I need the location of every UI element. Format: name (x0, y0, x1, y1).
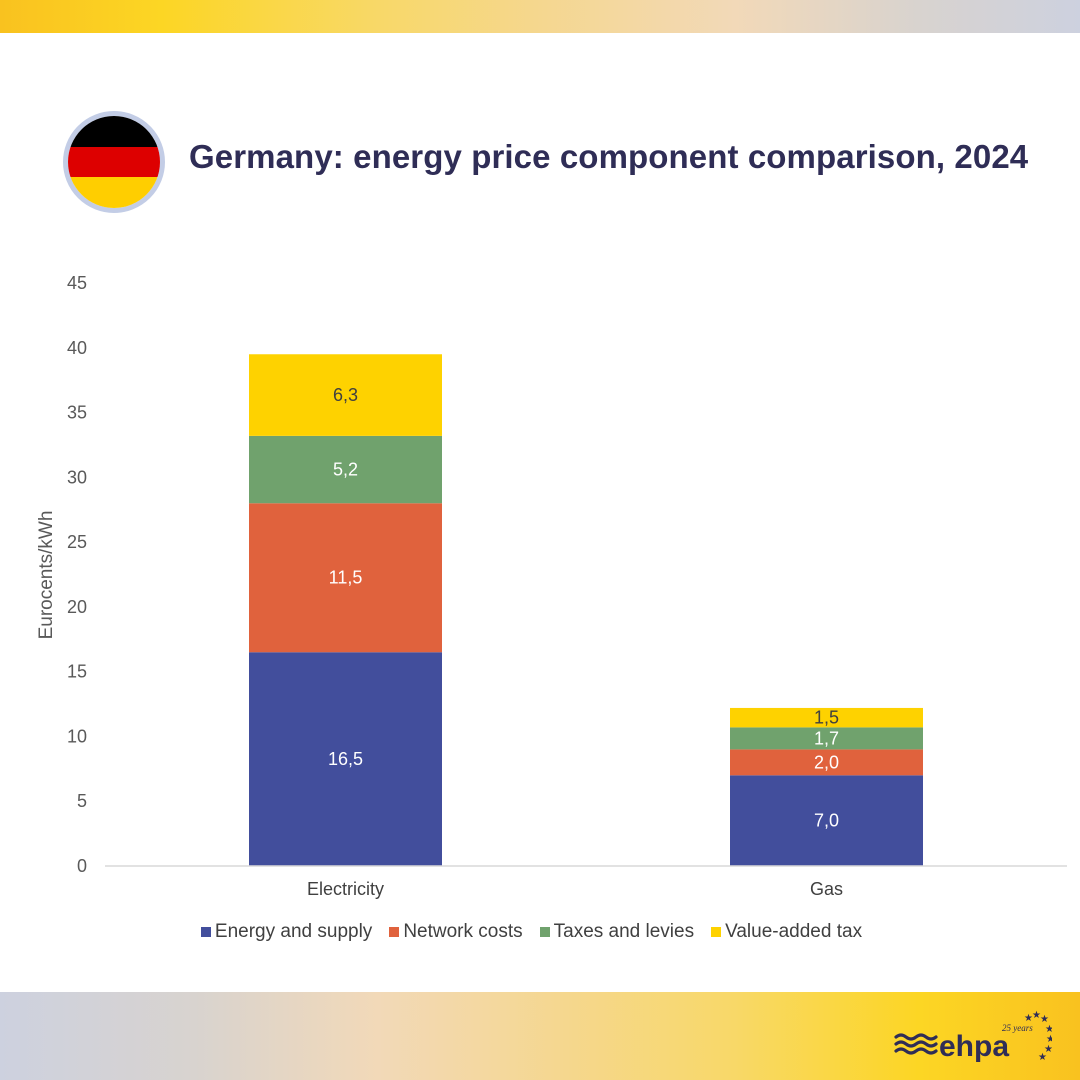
bar-data-label: 1,5 (814, 708, 839, 728)
svg-text:★: ★ (1045, 1024, 1052, 1035)
legend-item: Value-added tax (711, 921, 862, 943)
y-tick-label: 30 (67, 467, 87, 487)
x-category-label: Gas (810, 879, 843, 899)
svg-text:★: ★ (1038, 1052, 1047, 1063)
legend-swatch (711, 927, 722, 937)
bar-segment-taxes-and-levies-gas (730, 727, 923, 750)
y-tick-label: 35 (67, 403, 87, 423)
bar-segment-taxes-and-levies-electricity (249, 435, 442, 504)
svg-text:★: ★ (1032, 1010, 1041, 1021)
y-tick-label: 5 (77, 791, 87, 811)
bar-segment-energy-and-supply-electricity (249, 652, 442, 866)
y-tick-label: 15 (67, 662, 87, 682)
stars-icon: ★ ★ ★ ★★★★ (1024, 1010, 1052, 1063)
y-tick-label: 45 (67, 273, 87, 293)
y-tick-label: 20 (67, 597, 87, 617)
bar-segment-value-added-tax-electricity (249, 354, 442, 436)
bar-data-label: 11,5 (329, 568, 363, 588)
y-tick-label: 25 (67, 532, 87, 552)
top-decorative-band (0, 0, 1080, 33)
y-tick-label: 10 (67, 726, 87, 746)
y-tick-label: 0 (77, 856, 87, 876)
svg-text:★: ★ (1044, 1044, 1052, 1055)
legend-swatch (539, 927, 550, 937)
legend-swatch (389, 927, 400, 937)
logo-badge: 25 years (1002, 1023, 1033, 1033)
bar-segment-energy-and-supply-gas (730, 775, 923, 866)
bar-data-label: 1,7 (814, 728, 839, 748)
y-tick-label: 40 (67, 338, 87, 358)
legend-swatch (200, 927, 211, 937)
bar-data-label: 7,0 (814, 811, 839, 831)
bar-segment-network-costs-gas (730, 749, 923, 776)
bar-segment-value-added-tax-gas (730, 707, 923, 728)
bar-data-label: 2,0 (814, 752, 839, 772)
y-axis-ticks: 0 5 10 15 20 25 30 35 40 45 (67, 273, 87, 876)
svg-text:★: ★ (1040, 1014, 1049, 1025)
legend-item: Energy and supply (200, 921, 373, 943)
y-axis-title: Eurocents/kWh (36, 511, 57, 640)
x-axis-categories: Electricity Gas (307, 879, 843, 899)
bar-data-label: 5,2 (333, 460, 358, 480)
legend-item: Taxes and levies (539, 921, 695, 943)
bars-group: 16,5 11,5 5,2 6,3 7,0 2,0 1,71,5 (249, 354, 923, 866)
germany-flag-icon (63, 111, 165, 213)
flag-stripe-red (68, 146, 160, 178)
legend-label: Network costs (403, 921, 523, 942)
legend-label: Value-added tax (725, 921, 863, 942)
waves-icon (894, 1033, 938, 1055)
bar-segment-network-costs-electricity (249, 503, 442, 653)
legend-item: Network costs (389, 921, 523, 943)
svg-text:★: ★ (1024, 1013, 1033, 1024)
bar-data-label: 16,5 (328, 749, 363, 769)
x-category-label: Electricity (307, 879, 384, 899)
ehpa-logo: ehpa 25 years ★ ★ ★ ★★★★ (894, 1010, 1052, 1063)
page-title: Germany: energy price component comparis… (189, 138, 1029, 175)
legend-label: Taxes and levies (553, 921, 695, 942)
bar-data-label: 6,3 (333, 385, 358, 405)
logo-text: ehpa (939, 1030, 1009, 1063)
chart-legend: Energy and supply Network costs Taxes and … (0, 921, 1080, 943)
svg-text:★: ★ (1046, 1034, 1052, 1045)
legend-label: Energy and supply (214, 921, 373, 942)
